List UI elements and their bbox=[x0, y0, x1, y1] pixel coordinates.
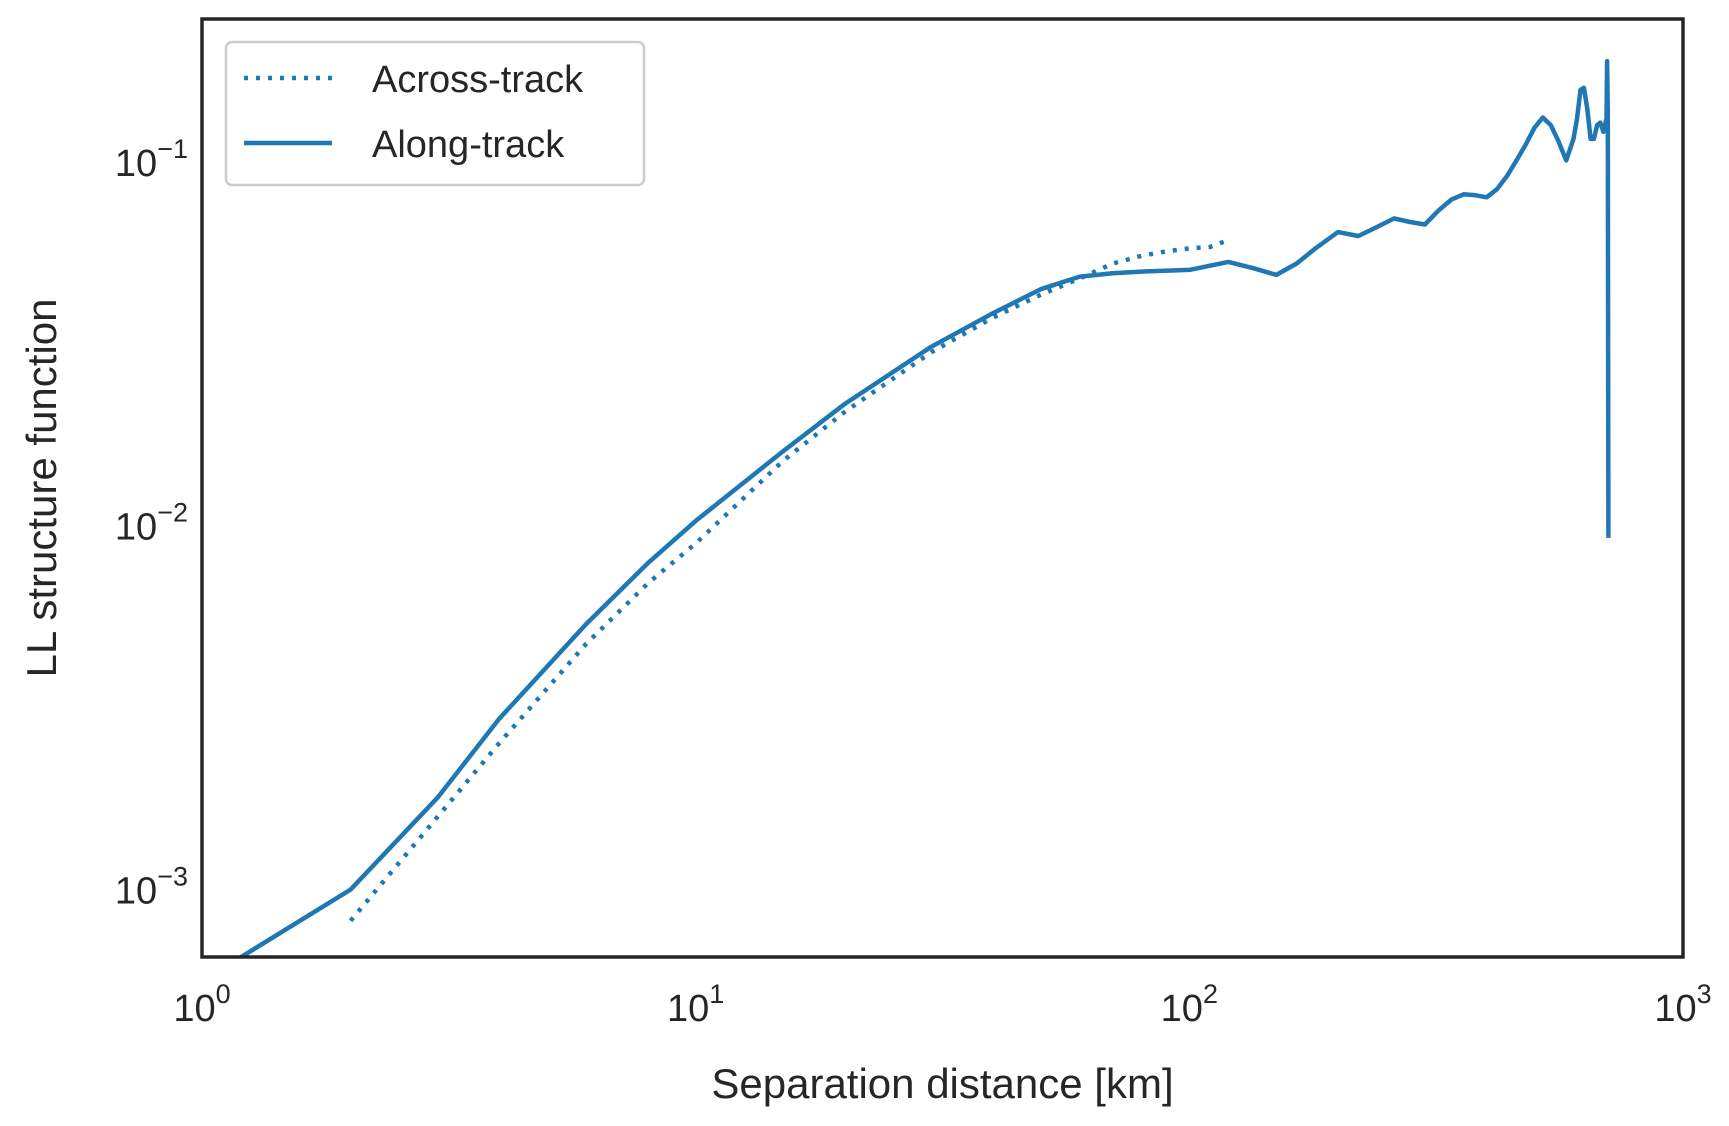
series-line-along-track bbox=[239, 58, 1611, 957]
series-layer bbox=[239, 58, 1611, 957]
plot-frame bbox=[200, 17, 1685, 959]
y-tick-label: 10−2 bbox=[115, 498, 188, 549]
x-axis-label: Separation distance [km] bbox=[711, 1060, 1173, 1107]
x-tick-label: 100 bbox=[173, 979, 230, 1030]
legend-label-along-track: Along-track bbox=[372, 124, 565, 166]
x-tick-label: 101 bbox=[667, 979, 724, 1030]
ticks-layer: 100 101 102 103 10−3 10−2 10−1 bbox=[115, 134, 1712, 1030]
x-tick-label: 103 bbox=[1654, 979, 1711, 1030]
legend-label-across-track: Across-track bbox=[372, 59, 584, 101]
y-axis-label: LL structure function bbox=[18, 299, 65, 678]
x-tick-label: 102 bbox=[1161, 979, 1218, 1030]
y-tick-label: 10−3 bbox=[115, 861, 188, 912]
legend: Across-track Along-track bbox=[224, 40, 646, 187]
y-tick-label: 10−1 bbox=[115, 134, 188, 185]
series-line-across-track bbox=[348, 239, 1226, 923]
